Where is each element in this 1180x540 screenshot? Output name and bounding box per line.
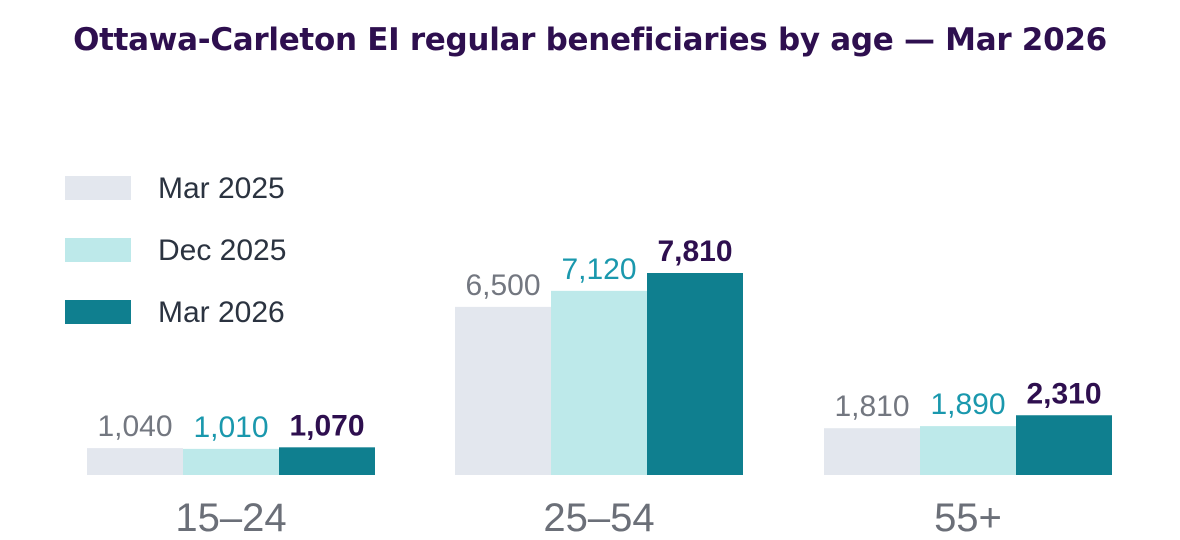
bar-15–24-mar-2025 xyxy=(87,448,183,475)
value-label: 1,010 xyxy=(193,411,268,444)
value-label: 1,810 xyxy=(834,390,909,423)
category-label: 25–54 xyxy=(543,496,654,540)
value-label: 1,040 xyxy=(97,410,172,443)
value-label: 7,810 xyxy=(657,235,732,268)
bar-55+-mar-2026 xyxy=(1016,415,1112,475)
value-label: 1,890 xyxy=(930,388,1005,421)
bar-25–54-dec-2025 xyxy=(551,290,647,475)
value-label: 2,310 xyxy=(1026,377,1101,410)
bar-25–54-mar-2026 xyxy=(647,273,743,475)
bar-55+-mar-2025 xyxy=(824,428,920,475)
value-label: 1,070 xyxy=(289,409,364,442)
bar-15–24-dec-2025 xyxy=(183,448,279,475)
bar-25–54-mar-2025 xyxy=(455,306,551,475)
legend-swatch-1 xyxy=(65,176,131,200)
value-label: 6,500 xyxy=(465,269,540,302)
legend-label-3: Mar 2026 xyxy=(158,296,285,329)
bar-55+-dec-2025 xyxy=(920,426,1016,475)
category-label: 55+ xyxy=(934,496,1002,540)
legend-label-2: Dec 2025 xyxy=(158,234,286,267)
bar-15–24-mar-2026 xyxy=(279,447,375,475)
legend-swatch-3 xyxy=(65,300,131,324)
chart-title: Ottawa-Carleton EI regular beneficiaries… xyxy=(73,22,1107,58)
legend-swatch-2 xyxy=(65,238,131,262)
legend-label-1: Mar 2025 xyxy=(158,172,285,205)
category-label: 15–24 xyxy=(175,496,286,540)
value-label: 7,120 xyxy=(561,253,636,286)
